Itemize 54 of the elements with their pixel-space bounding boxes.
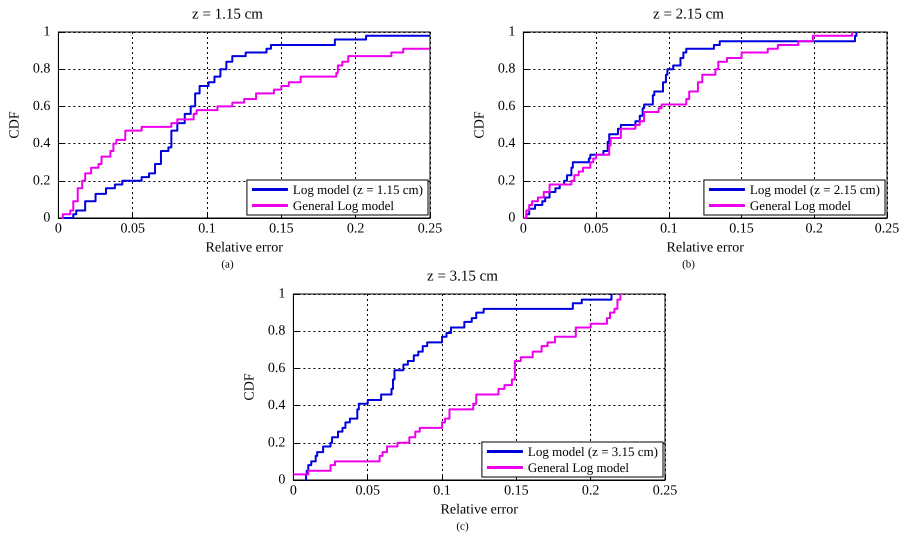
legend-label: General Log model [750, 198, 852, 213]
x-tick-label: 0.15 [729, 222, 754, 236]
x-tick-label: 0.15 [269, 222, 294, 236]
y-tick-label: 0.2 [32, 173, 50, 188]
y-tick-label: 1 [278, 286, 286, 302]
x-axis-title: Relative error [440, 502, 518, 518]
chart-title: z = 1.15 cm [192, 6, 264, 22]
x-tick-label: 0.05 [355, 484, 380, 498]
chart-title: z = 3.15 cm [427, 268, 498, 284]
y-tick-label: 0.8 [32, 62, 50, 77]
x-tick-label: 0.2 [806, 222, 824, 236]
text: (b) [682, 258, 696, 270]
legend-label: Log model (z = 1.15 cm) [292, 182, 423, 197]
y-tick-label: 0.2 [268, 435, 286, 450]
x-tick-label: 0.25 [418, 222, 442, 236]
x-tick-label: 0.05 [584, 222, 608, 236]
y-tick-label: 0 [278, 472, 286, 488]
y-tick-label: 0 [43, 210, 50, 226]
x-tick-label: 0.1 [433, 484, 451, 498]
x-tick-label: 0 [290, 484, 297, 498]
y-axis-title: CDF [242, 373, 258, 401]
x-tick-label: 0.2 [582, 484, 600, 498]
x-tick-label: 0.1 [660, 222, 678, 236]
y-tick-label: 0.6 [32, 98, 50, 114]
y-tick-label: 1 [43, 24, 50, 40]
y-tick-label: 0 [508, 210, 516, 226]
x-tick-label: 0.15 [504, 484, 529, 498]
x-tick-label: 0 [520, 222, 527, 236]
y-tick-label: 0.2 [498, 173, 516, 188]
chart-title: z = 2.15 cm [653, 6, 724, 22]
x-axis-title: Relative error [206, 240, 284, 256]
x-tick-label: 0.05 [120, 222, 145, 236]
text: (a) [221, 258, 234, 270]
y-tick-label: 0.6 [268, 360, 286, 376]
x-tick-label: 0.2 [346, 222, 364, 236]
y-tick-label: 0.8 [268, 324, 286, 339]
y-tick-label: 0.6 [498, 98, 516, 114]
x-tick-label: 0.25 [652, 484, 678, 498]
y-tick-label: 0.8 [498, 62, 516, 77]
y-tick-label: 0.4 [268, 398, 286, 414]
legend-label: General Log model [292, 198, 394, 213]
x-tick-label: 0 [54, 222, 62, 236]
y-axis-title: CDF [8, 111, 22, 139]
y-tick-label: 1 [508, 24, 516, 40]
y-axis-title: CDF [472, 111, 488, 139]
y-tick-label: 0.4 [498, 136, 516, 152]
text: (c) [456, 520, 469, 532]
x-tick-label: 0.25 [874, 222, 900, 236]
legend-label: Log model (z = 2.15 cm) [750, 182, 880, 197]
x-axis-title: Relative error [666, 240, 744, 256]
y-tick-label: 0.4 [32, 136, 50, 152]
legend-label: General Log model [528, 460, 630, 475]
legend-label: Log model (z = 3.15 cm) [528, 444, 658, 459]
x-tick-label: 0.1 [198, 222, 216, 236]
